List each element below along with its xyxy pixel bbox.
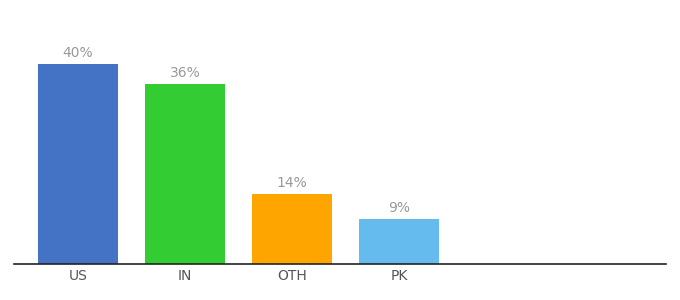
Bar <box>359 219 439 264</box>
Bar <box>252 194 332 264</box>
Text: 36%: 36% <box>169 66 200 80</box>
Bar <box>145 84 225 264</box>
Bar <box>37 64 118 264</box>
Text: 40%: 40% <box>63 46 93 60</box>
Text: 14%: 14% <box>277 176 307 190</box>
Text: 9%: 9% <box>388 201 410 215</box>
